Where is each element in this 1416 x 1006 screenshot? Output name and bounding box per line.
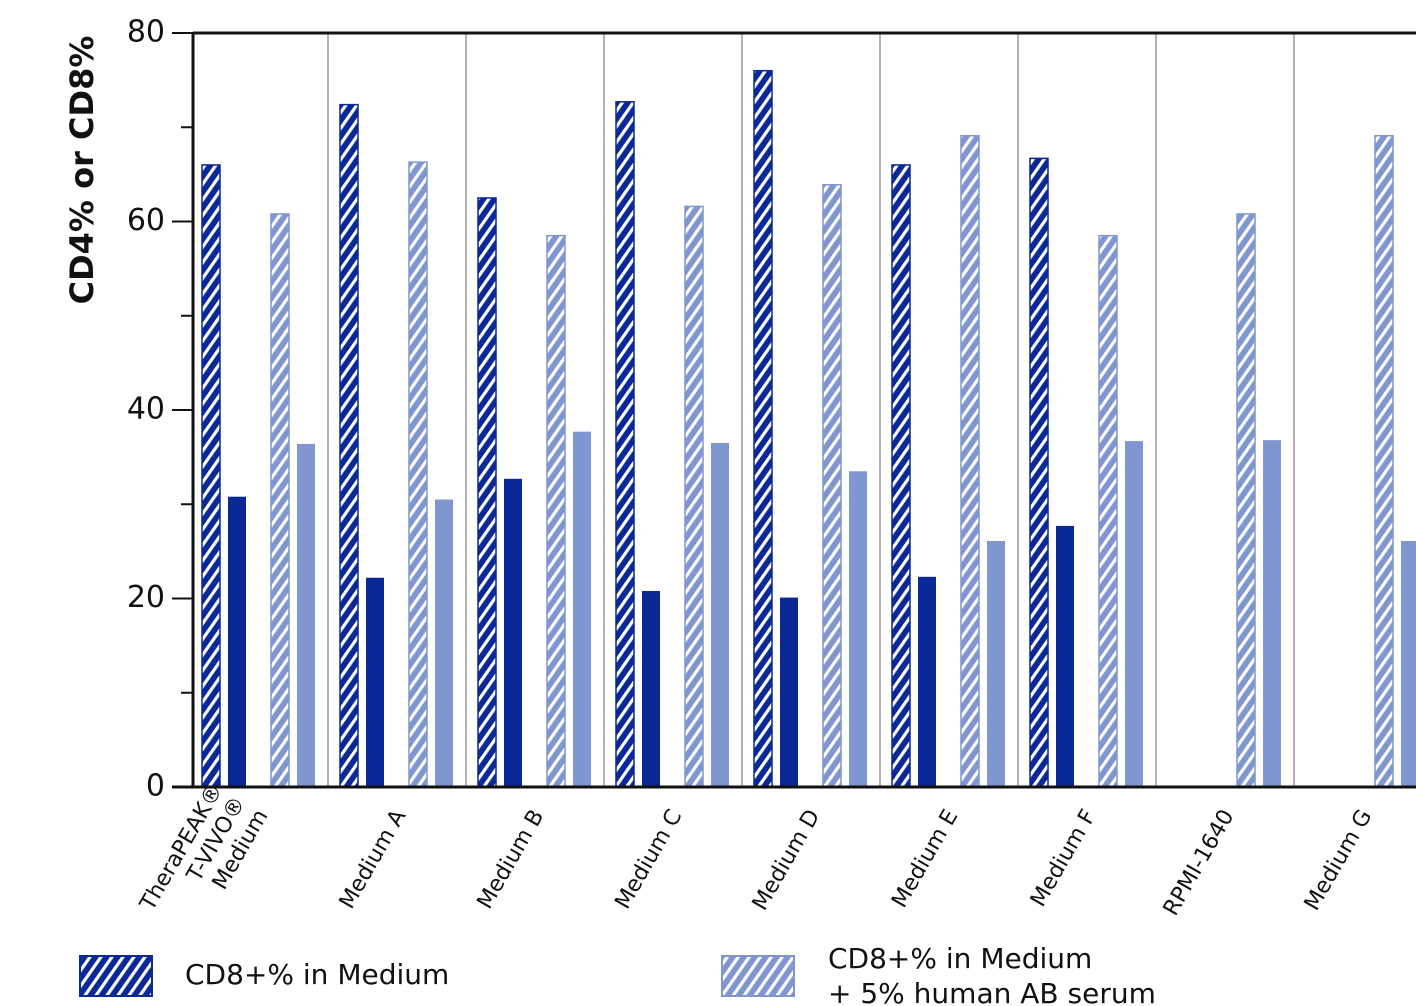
bar [684,205,704,788]
bar [849,471,867,787]
x-tick-label: Medium G [1300,806,1378,916]
bar [891,164,911,788]
bar [918,576,936,787]
bar [201,164,221,788]
x-tick-label: Medium C [611,806,688,914]
bar [504,478,522,787]
legend-swatch [721,955,795,997]
x-tick-label: TheraPEAK®T-VIVO®Medium [135,780,273,942]
x-tick-label: Medium A [335,806,412,914]
bar [960,134,980,788]
bar [1401,541,1416,787]
x-tick-label: Medium D [748,806,826,915]
y-tick-label: 40 [127,392,165,427]
bar [297,443,315,787]
y-tick-label: 20 [127,580,165,615]
x-tick-label: RPMI-1640 [1159,806,1240,921]
bar [573,431,591,787]
bar [339,103,359,788]
bar [270,213,290,788]
legend-label: CD8+% in Medium [185,958,449,991]
bar [642,590,660,787]
bar [1125,441,1143,787]
bar [435,499,453,787]
bar [1098,234,1118,788]
y-axis-title: CD4% or CD8% [63,36,101,305]
x-tick-label: Medium F [1026,806,1101,912]
bar [615,101,635,788]
y-tick-label: 0 [146,769,165,804]
bar [780,597,798,787]
bar [822,183,842,788]
bar [408,161,428,788]
bar [711,442,729,787]
bar [1056,525,1074,787]
bar [546,234,566,788]
bar [753,69,773,788]
x-tick-label: Medium B [473,806,550,914]
legend-label: CD8+% in Medium + 5% human AB serum [828,942,1156,1006]
x-tick-label: Medium E [887,806,963,913]
bar [366,577,384,787]
bar [1263,440,1281,787]
legend-swatch [79,955,153,997]
y-tick-label: 80 [127,15,165,50]
bar [1374,134,1394,788]
bar [1236,213,1256,788]
bar [477,197,497,788]
bar [987,541,1005,787]
bar [228,496,246,787]
bar [1029,157,1049,788]
y-tick-label: 60 [127,203,165,238]
